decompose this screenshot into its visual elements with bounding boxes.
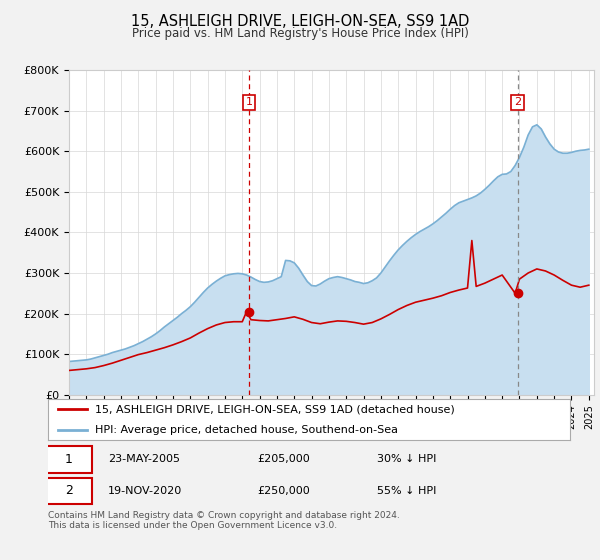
Text: 1: 1: [65, 453, 73, 466]
FancyBboxPatch shape: [46, 446, 92, 473]
Text: £205,000: £205,000: [257, 454, 310, 464]
Text: 23-MAY-2005: 23-MAY-2005: [108, 454, 180, 464]
Text: 2: 2: [514, 97, 521, 108]
Text: 30% ↓ HPI: 30% ↓ HPI: [377, 454, 436, 464]
Text: Contains HM Land Registry data © Crown copyright and database right 2024.
This d: Contains HM Land Registry data © Crown c…: [48, 511, 400, 530]
Text: £250,000: £250,000: [257, 486, 310, 496]
FancyBboxPatch shape: [46, 478, 92, 504]
Text: Price paid vs. HM Land Registry's House Price Index (HPI): Price paid vs. HM Land Registry's House …: [131, 27, 469, 40]
Text: 55% ↓ HPI: 55% ↓ HPI: [377, 486, 436, 496]
Text: 15, ASHLEIGH DRIVE, LEIGH-ON-SEA, SS9 1AD: 15, ASHLEIGH DRIVE, LEIGH-ON-SEA, SS9 1A…: [131, 14, 469, 29]
Text: 1: 1: [245, 97, 253, 108]
Text: 2: 2: [65, 484, 73, 497]
Text: 19-NOV-2020: 19-NOV-2020: [108, 486, 182, 496]
Text: 15, ASHLEIGH DRIVE, LEIGH-ON-SEA, SS9 1AD (detached house): 15, ASHLEIGH DRIVE, LEIGH-ON-SEA, SS9 1A…: [95, 404, 455, 414]
Text: HPI: Average price, detached house, Southend-on-Sea: HPI: Average price, detached house, Sout…: [95, 424, 398, 435]
